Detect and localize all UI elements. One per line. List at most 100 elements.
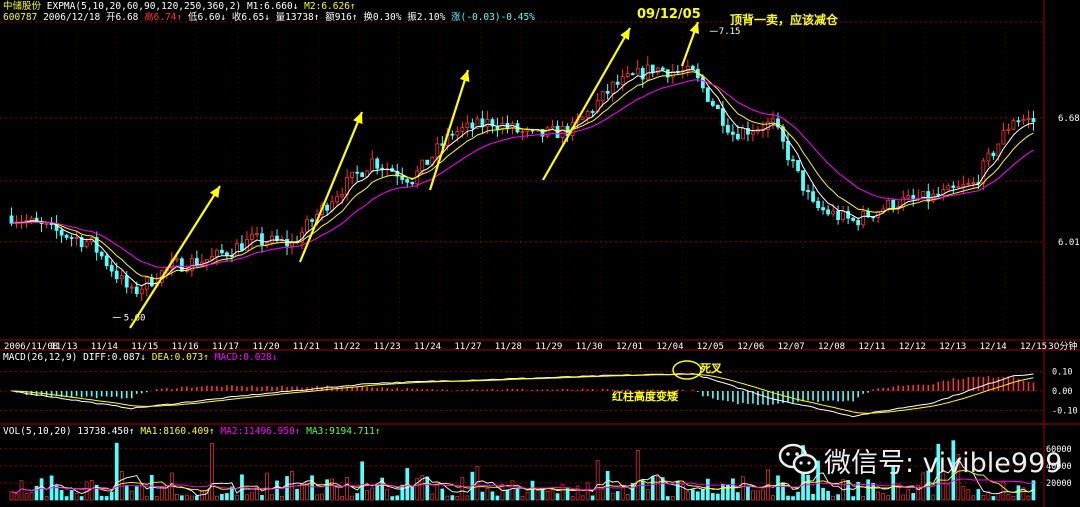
candle xyxy=(801,170,805,196)
macd-tick-label: 0.10 xyxy=(1052,368,1072,378)
candle xyxy=(99,250,104,260)
amount-value: 额916↑ xyxy=(325,12,358,23)
date-label: 11/15 xyxy=(131,342,158,352)
candle-body xyxy=(475,118,480,129)
candle-body xyxy=(640,68,645,80)
candle xyxy=(841,206,846,223)
candle xyxy=(986,147,991,167)
candle-body xyxy=(816,200,820,209)
volume-bar xyxy=(19,480,24,501)
candle-body xyxy=(355,171,360,174)
change-value: 涨(-0.03)-0.45% xyxy=(451,12,535,23)
price-header-line-1: 中储股份 EXPMA(5,10,20,60,90,120,250,360,2) … xyxy=(3,1,356,12)
candle-body xyxy=(174,258,179,261)
date-label: 12/08 xyxy=(818,342,845,352)
volume-bar xyxy=(174,493,179,501)
volume-bar xyxy=(385,488,390,501)
candle-body xyxy=(134,286,139,295)
candle-body xyxy=(891,199,896,210)
candle xyxy=(555,120,560,138)
volume-bar xyxy=(660,477,665,501)
volume-bar xyxy=(931,494,936,501)
trend-arrow-head xyxy=(209,186,220,198)
date-label: 12/04 xyxy=(656,342,683,352)
volume-bar xyxy=(99,495,104,501)
candle-body xyxy=(550,125,555,129)
candle-body xyxy=(710,101,715,106)
macd-diff-line xyxy=(11,372,1034,418)
wechat-icon xyxy=(778,443,818,477)
date-label: 11/17 xyxy=(212,342,239,352)
candle xyxy=(620,69,625,92)
volume-bar xyxy=(200,491,204,501)
volume-bar xyxy=(771,495,775,501)
candle xyxy=(1031,110,1036,131)
candle-body xyxy=(831,210,835,215)
volume-bar xyxy=(9,491,14,501)
candle-body xyxy=(936,193,941,196)
volume-bar xyxy=(79,496,84,501)
candle xyxy=(796,160,800,173)
candle-body xyxy=(650,64,655,74)
candle xyxy=(485,110,490,135)
candle xyxy=(250,226,254,249)
candle-body xyxy=(189,258,194,271)
volume-bar xyxy=(776,475,780,501)
volume-bar xyxy=(1026,495,1031,501)
ema-line-20 xyxy=(11,79,1034,268)
candle-body xyxy=(260,233,264,245)
candle xyxy=(260,226,264,253)
volume-bar xyxy=(24,492,29,501)
candle xyxy=(380,164,385,179)
volume-bar xyxy=(981,494,986,501)
trend-arrow-head xyxy=(689,22,699,35)
candle xyxy=(54,215,59,239)
volume-bar xyxy=(265,472,269,501)
candle xyxy=(776,112,780,130)
candle-body xyxy=(225,252,229,256)
candle xyxy=(290,233,294,255)
candle-body xyxy=(991,152,996,157)
interval-label: 30分钟 xyxy=(1048,340,1077,352)
volume-bar xyxy=(615,491,620,501)
date-label: 11/22 xyxy=(333,342,360,352)
top-date-annotation: 09/12/05 xyxy=(637,7,701,22)
candle xyxy=(610,81,615,102)
candle-body xyxy=(520,131,525,133)
volume-bar xyxy=(650,476,655,501)
volume-bar xyxy=(235,494,239,501)
candle-body xyxy=(580,116,585,121)
candle-body xyxy=(655,67,660,74)
volume-bar xyxy=(250,492,254,501)
candle-body xyxy=(821,207,825,211)
candle-body xyxy=(685,65,690,72)
volume-bar xyxy=(1001,481,1006,501)
candle-body xyxy=(114,270,119,280)
volume-bar xyxy=(891,465,896,501)
volume-bar xyxy=(570,496,575,501)
volume-bar xyxy=(851,496,855,501)
volume-bar xyxy=(861,496,866,501)
candle xyxy=(751,123,755,142)
volume-bar xyxy=(525,491,530,501)
candle-body xyxy=(500,123,505,130)
volume-bar xyxy=(665,496,670,501)
volume-bar xyxy=(480,491,485,501)
volume-header: VOL(5,10,20) 13738.450↑ MA1:8160.409↑ MA… xyxy=(3,426,381,437)
volume-bar xyxy=(961,486,966,501)
candle-body xyxy=(380,167,385,170)
volume-bar xyxy=(565,488,570,501)
candle-body xyxy=(771,118,775,123)
candle-body xyxy=(109,265,114,272)
amplitude-value: 振2.10% xyxy=(407,12,446,23)
candle-body xyxy=(74,237,79,240)
candle xyxy=(280,235,284,243)
date-label: 11/21 xyxy=(293,342,320,352)
volume-bar xyxy=(600,488,605,501)
candle-body xyxy=(240,243,244,251)
candle xyxy=(1021,114,1026,125)
candle xyxy=(966,178,971,187)
candle-body xyxy=(731,131,735,135)
price-panel xyxy=(9,56,1036,302)
